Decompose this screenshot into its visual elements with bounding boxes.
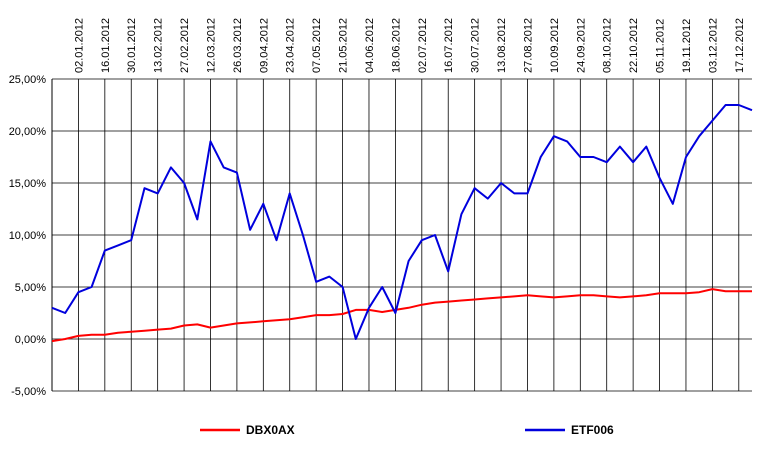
x-tick-label: 24.09.2012	[575, 18, 587, 73]
x-tick-label: 02.07.2012	[417, 18, 429, 73]
x-tick-label: 21.05.2012	[338, 18, 350, 73]
y-tick-label: 0,00%	[15, 334, 46, 346]
x-tick-label: 13.08.2012	[496, 18, 508, 73]
x-tick-label: 17.12.2012	[734, 18, 746, 73]
x-tick-label: 23.04.2012	[285, 18, 297, 73]
x-tick-label: 07.05.2012	[311, 18, 323, 73]
x-tick-label: 26.03.2012	[232, 18, 244, 73]
x-tick-label: 19.11.2012	[681, 19, 693, 73]
x-tick-label: 05.11.2012	[655, 19, 667, 73]
x-tick-label: 30.01.2012	[126, 18, 138, 73]
legend-label: ETF006	[571, 423, 614, 437]
x-tick-label: 12.03.2012	[205, 18, 217, 73]
y-tick-label: 20,00%	[9, 126, 47, 138]
x-tick-label: 03.12.2012	[707, 18, 719, 73]
x-tick-label: 02.01.2012	[73, 18, 85, 73]
x-tick-label: 18.06.2012	[390, 18, 402, 73]
x-tick-label: 04.06.2012	[364, 18, 376, 73]
x-tick-label: 09.04.2012	[258, 18, 270, 73]
x-tick-label: 22.10.2012	[628, 18, 640, 73]
data-line	[51, 288, 752, 343]
y-tick-label: 15,00%	[9, 178, 47, 190]
legend-label: DBX0AX	[246, 423, 295, 437]
x-tick-label: 27.08.2012	[522, 18, 534, 73]
x-tick-label: 08.10.2012	[602, 18, 614, 73]
x-tick-label: 13.02.2012	[153, 18, 165, 73]
x-tick-label: 16.07.2012	[443, 18, 455, 73]
y-tick-label: -5,00%	[11, 386, 46, 398]
y-tick-label: 10,00%	[9, 230, 47, 242]
data-line	[51, 104, 753, 340]
x-tick-label: 27.02.2012	[179, 18, 191, 73]
x-tick-label: 16.01.2012	[100, 18, 112, 73]
y-tick-label: 5,00%	[15, 282, 46, 294]
x-tick-label: 10.09.2012	[549, 18, 561, 73]
y-tick-label: 25,00%	[9, 74, 47, 86]
x-tick-label: 30.07.2012	[470, 18, 482, 73]
